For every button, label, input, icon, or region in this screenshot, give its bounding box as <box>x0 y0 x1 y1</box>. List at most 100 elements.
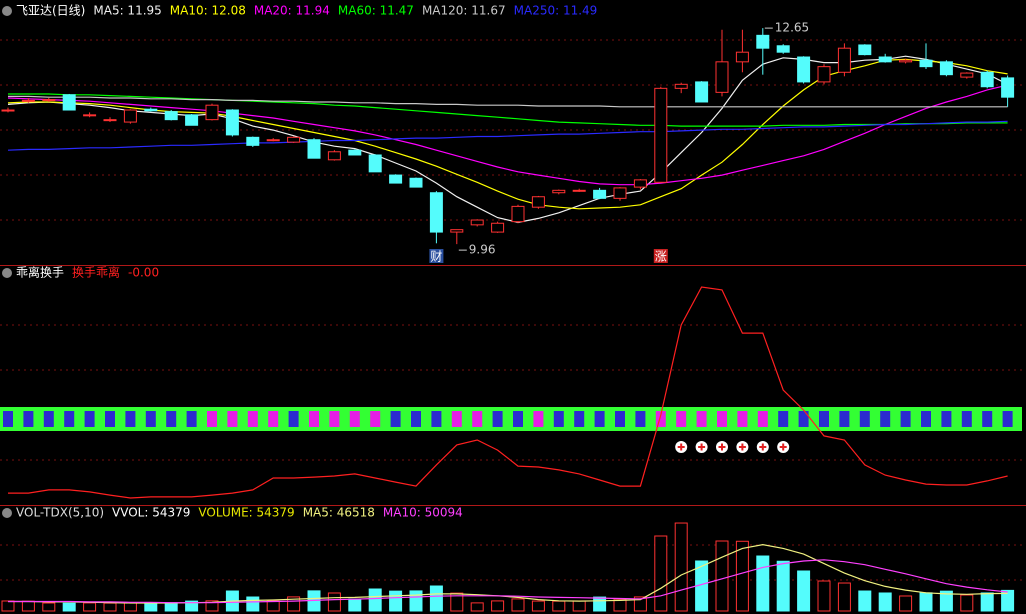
volume-bar <box>21 600 35 612</box>
volume-bar <box>878 592 892 612</box>
candle-body <box>1001 77 1015 98</box>
state-square <box>145 411 156 427</box>
volume-bar <box>613 598 627 612</box>
candle-body <box>613 187 627 199</box>
state-square <box>472 411 483 427</box>
candle-body <box>205 104 219 121</box>
state-square <box>921 411 931 427</box>
state-square <box>574 411 585 427</box>
signal-cross <box>738 443 746 451</box>
chart-title: 乖离换手 <box>16 265 64 280</box>
candle-body <box>429 192 443 233</box>
state-square <box>125 411 136 427</box>
state-square <box>84 411 95 427</box>
state-square <box>492 411 503 427</box>
volume-bar <box>144 602 158 612</box>
state-square <box>533 411 544 427</box>
state-square <box>839 411 850 427</box>
event-badge <box>653 249 668 263</box>
state-square <box>553 411 564 427</box>
candle-body <box>776 45 790 53</box>
signal-cross <box>759 443 767 451</box>
volume-bar <box>817 580 831 612</box>
state-square <box>23 411 34 427</box>
volume-bar <box>246 596 260 612</box>
candle-body <box>633 179 647 188</box>
state-square <box>370 411 381 427</box>
candle-body <box>593 189 607 199</box>
candle-body <box>287 136 301 143</box>
candle-body <box>695 81 709 103</box>
volume-bar <box>980 592 994 612</box>
legend-entry: MA60: 11.47 <box>338 4 414 18</box>
candle-body <box>491 222 505 233</box>
volume-bar <box>919 592 933 612</box>
signal <box>716 441 728 453</box>
event-label: 涨 <box>655 249 667 264</box>
candle-body <box>123 109 137 123</box>
ma-line <box>8 95 1008 108</box>
volume-bar <box>42 602 56 612</box>
candle-body <box>858 44 872 56</box>
state-square <box>411 411 421 427</box>
candle-body <box>21 99 35 102</box>
panel-icons <box>2 6 12 518</box>
annotation: 9.96 <box>469 243 496 257</box>
candle-body <box>470 219 484 226</box>
state-square <box>982 411 993 427</box>
volume-bar <box>266 600 280 612</box>
volume-bar <box>470 602 484 612</box>
candle-body <box>1 109 15 112</box>
volume-bar <box>389 590 403 612</box>
state-square <box>268 411 279 427</box>
state-square <box>349 411 360 427</box>
state-square <box>43 411 54 427</box>
state-square <box>615 411 625 427</box>
event-label: 财 <box>430 250 442 264</box>
legend-entry: MA10: 12.08 <box>170 4 246 18</box>
candle-body <box>307 139 321 159</box>
state-square <box>513 411 523 427</box>
state-square <box>227 411 238 427</box>
candle-body <box>572 189 586 192</box>
state-square <box>757 411 768 427</box>
volume-bar <box>511 598 525 612</box>
candle-body <box>246 136 260 146</box>
candle-body <box>450 229 464 233</box>
state-square <box>941 411 952 427</box>
state-square <box>655 411 666 427</box>
subtitle: VVOL: 54379 <box>112 506 190 520</box>
ma-line <box>7 120 1008 151</box>
legend-entry: MA250: 11.49 <box>514 4 598 18</box>
legend-entry: MA120: 11.67 <box>422 4 506 18</box>
state-square <box>166 411 177 427</box>
chart-title: VOL-TDX(5,10) <box>16 506 104 520</box>
legend-entry: MA20: 11.94 <box>254 4 330 18</box>
volume-bar <box>531 600 545 612</box>
ma-line <box>7 84 1008 186</box>
state-square <box>247 411 258 427</box>
candle-body <box>348 149 362 156</box>
state-square <box>309 411 319 427</box>
candle-body <box>368 154 382 173</box>
signal <box>736 441 749 453</box>
volume-bar <box>552 600 566 612</box>
volume-bar <box>368 588 382 612</box>
state-square <box>64 411 75 427</box>
volume-bar <box>735 540 749 612</box>
candle-body <box>266 139 280 142</box>
volume-bar <box>715 540 729 612</box>
panel-icon <box>2 6 12 16</box>
signal <box>777 441 790 453</box>
state-square <box>961 411 972 427</box>
volume-bar <box>348 598 362 612</box>
volume-ma-line <box>8 559 1008 604</box>
volume-bar <box>572 600 586 612</box>
candle-body <box>164 111 178 121</box>
volume-bar <box>205 600 219 612</box>
state-square <box>900 411 911 427</box>
state-square <box>329 411 340 427</box>
signal-cross <box>718 443 726 451</box>
volume-bar <box>797 570 811 612</box>
